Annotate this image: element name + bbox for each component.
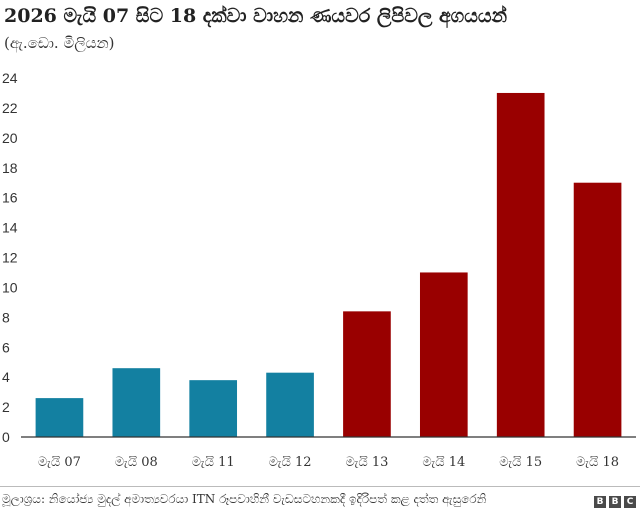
footer-divider [0, 486, 640, 487]
bar [419, 272, 468, 437]
y-tick-label: 2 [2, 399, 10, 415]
y-tick-label: 18 [2, 160, 18, 176]
x-tick-label: මැයි 18 [576, 455, 619, 470]
x-tick-label: මැයි 08 [115, 455, 158, 470]
chart-subtitle: (ඇ.ඩො. මිලියන) [4, 34, 115, 52]
bar [573, 182, 622, 437]
bbc-logo: B B C [594, 496, 636, 508]
y-tick-label: 6 [2, 339, 10, 355]
y-tick-label: 16 [2, 190, 18, 206]
logo-letter-c: C [624, 496, 636, 508]
bar [112, 368, 161, 437]
logo-letter-b1: B [594, 496, 606, 508]
bar [189, 380, 238, 437]
y-tick-label: 12 [2, 250, 18, 266]
bar [343, 311, 391, 437]
x-tick-label: මැයි 12 [269, 455, 312, 470]
bar [496, 92, 545, 437]
y-tick-label: 14 [2, 220, 18, 236]
x-tick-label: මැයි 13 [345, 455, 388, 470]
source-note: මූලාශ්‍රය: නියෝජ්‍ය මුදල් අමාත්‍යවරයා IT… [2, 492, 487, 506]
y-tick-label: 22 [2, 100, 18, 116]
logo-letter-b2: B [609, 496, 621, 508]
chart-title: 2026 මැයි 07 සිට 18 දක්වා වාහන ණයවර ලිපි… [4, 5, 508, 27]
x-tick-label: මැයි 07 [38, 455, 81, 470]
x-tick-label: මැයි 15 [499, 455, 542, 470]
y-tick-label: 0 [2, 429, 10, 445]
bar [266, 372, 314, 437]
y-tick-label: 4 [2, 369, 10, 385]
x-tick-label: මැයි 14 [422, 455, 465, 470]
y-tick-label: 10 [2, 279, 18, 295]
y-tick-label: 24 [2, 70, 18, 86]
y-tick-label: 20 [2, 130, 18, 146]
bar [35, 398, 84, 437]
y-tick-label: 8 [2, 309, 10, 325]
x-tick-label: මැයි 11 [192, 455, 235, 470]
